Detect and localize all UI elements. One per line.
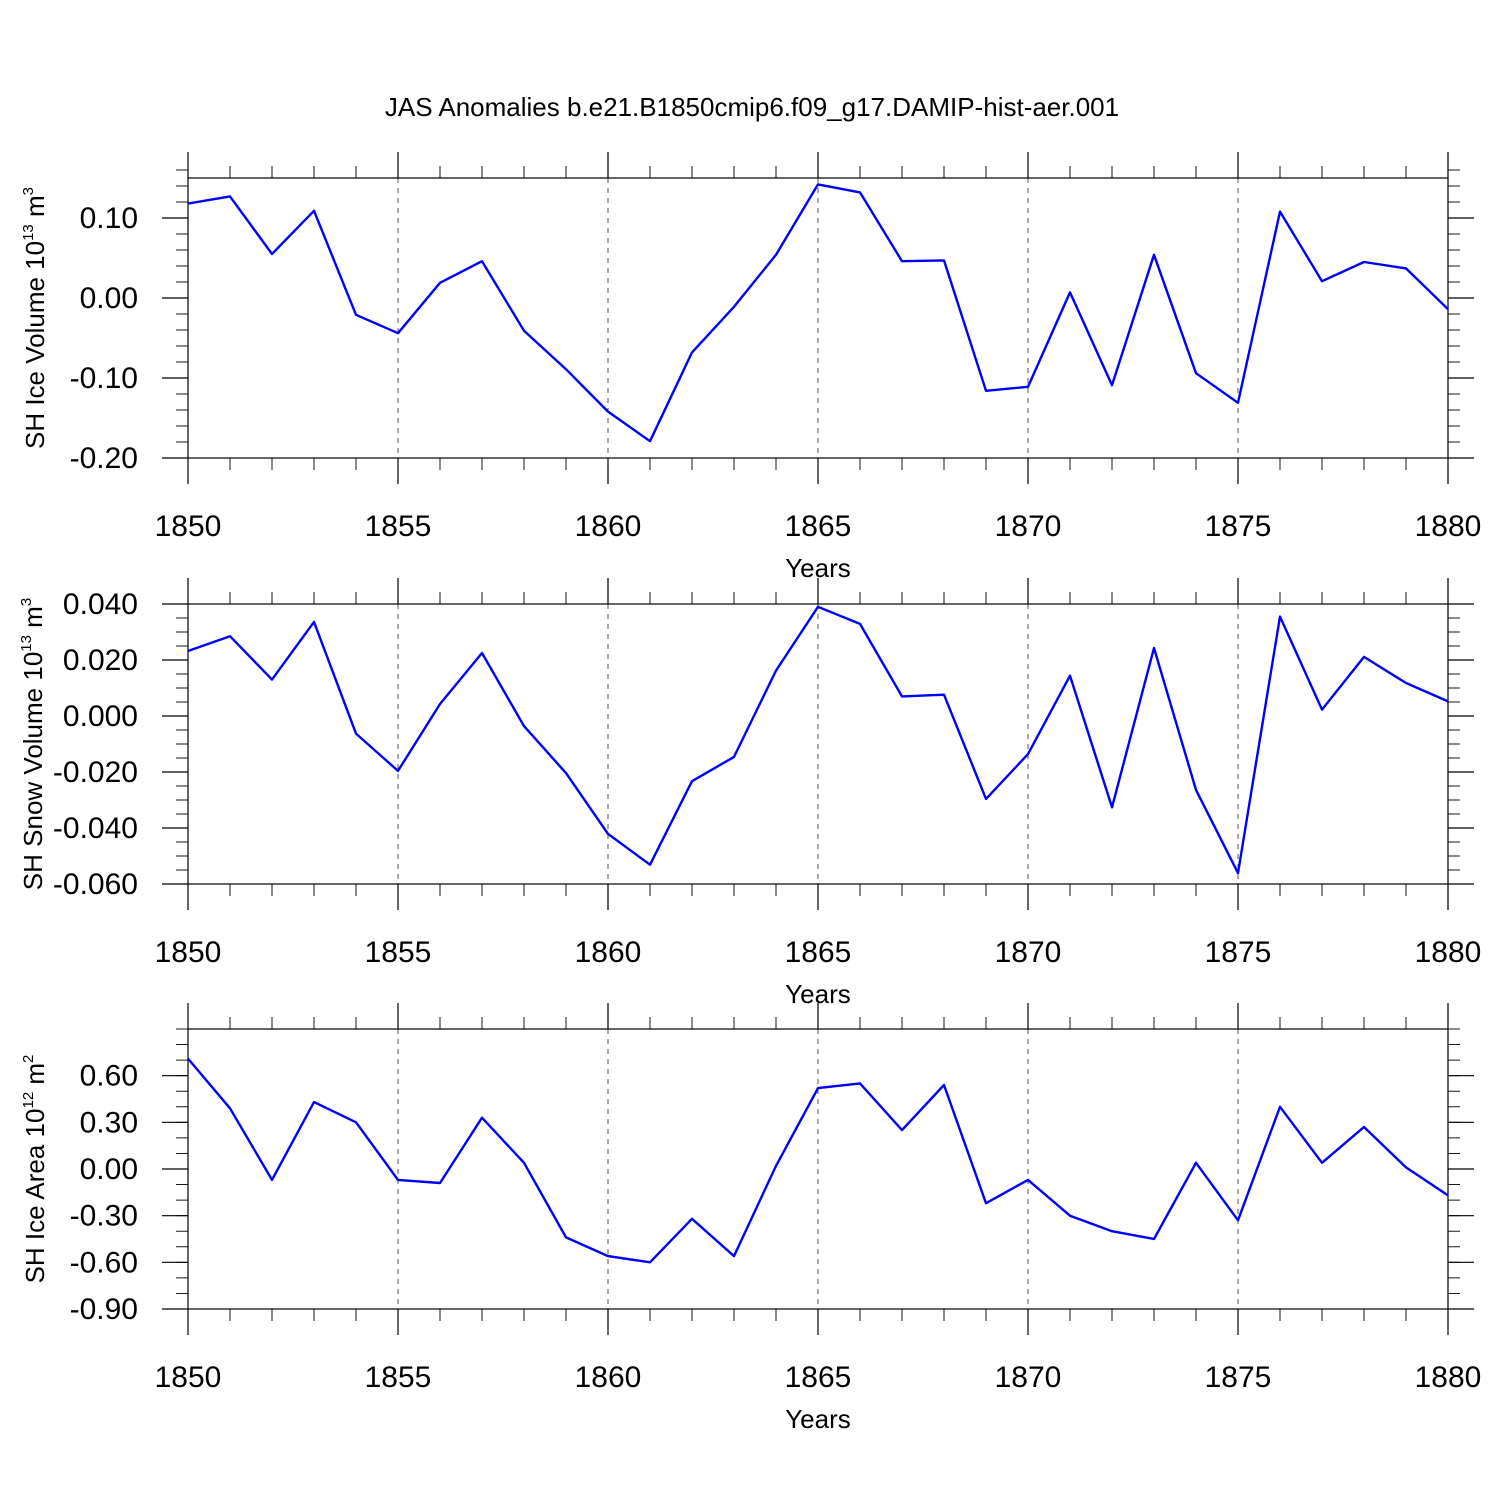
x-tick-label: 1865 bbox=[785, 510, 852, 543]
x-tick-label: 1855 bbox=[365, 936, 432, 969]
y-axis-title-text: SH Ice Volume 10 bbox=[20, 241, 50, 449]
chart-panel-2: -0.060 -0.040 -0.020 0.000 0.020 0.040 1850 185… bbox=[18, 578, 1481, 1009]
y-axis-title-unit: m bbox=[18, 606, 48, 635]
y-tick-label: -0.060 bbox=[53, 868, 138, 901]
y-axis-title-superscript: 13 bbox=[20, 224, 37, 241]
y-tick-label: -0.60 bbox=[70, 1246, 138, 1279]
chart-panel-1: -0.20 -0.10 0.00 0.10 1850 1855 1860 1865 1870 18… bbox=[20, 152, 1481, 583]
x-tick-label: 1875 bbox=[1205, 510, 1272, 543]
y-axis-title-superscript: 12 bbox=[20, 1092, 37, 1109]
y-axis-title-text: SH Ice Area 10 bbox=[20, 1109, 50, 1284]
y-tick-label: 0.10 bbox=[80, 202, 138, 235]
y-axis-title: SH Ice Volume 1013 m3 bbox=[20, 187, 50, 449]
chart-title: JAS Anomalies b.e21.B1850cmip6.f09_g17.D… bbox=[385, 92, 1119, 122]
x-tick-label: 1875 bbox=[1205, 936, 1272, 969]
y-axis-title-text: SH Snow Volume 10 bbox=[18, 652, 48, 890]
series-line-1 bbox=[187, 605, 1449, 875]
x-tick-label: 1865 bbox=[785, 936, 852, 969]
y-tick-label: -0.20 bbox=[70, 442, 138, 475]
y-tick-label: 0.020 bbox=[63, 644, 138, 677]
x-tick-label: 1850 bbox=[155, 936, 222, 969]
series-line-1 bbox=[187, 1057, 1449, 1264]
x-tick-label: 1870 bbox=[995, 936, 1062, 969]
y-tick-label: -0.30 bbox=[70, 1200, 138, 1233]
x-tick-label: 1870 bbox=[995, 1361, 1062, 1394]
y-axis-title-superscript: 13 bbox=[18, 635, 35, 652]
x-tick-label: 1865 bbox=[785, 1361, 852, 1394]
y-tick-label: -0.020 bbox=[53, 756, 138, 789]
x-tick-label: 1880 bbox=[1415, 510, 1482, 543]
x-tick-label: 1860 bbox=[575, 510, 642, 543]
y-tick-label: -0.10 bbox=[70, 362, 138, 395]
y-axis-title-superscript: 2 bbox=[20, 1055, 37, 1063]
x-tick-label: 1880 bbox=[1415, 1361, 1482, 1394]
y-axis-title-superscript: 3 bbox=[18, 598, 35, 606]
y-axis-title: SH Ice Area 1012 m2 bbox=[20, 1055, 50, 1284]
y-tick-label: 0.60 bbox=[80, 1060, 138, 1093]
y-tick-label: 0.040 bbox=[63, 588, 138, 621]
x-tick-label: 1850 bbox=[155, 510, 222, 543]
y-axis-title-unit: m bbox=[20, 195, 50, 224]
chart-panel-3: -0.90 -0.60 -0.30 0.00 0.30 0.60 1850 1855 1860 1… bbox=[20, 1003, 1481, 1434]
y-tick-label: 0.000 bbox=[63, 700, 138, 733]
y-tick-label: -0.90 bbox=[70, 1293, 138, 1326]
y-tick-label: 0.00 bbox=[80, 1153, 138, 1186]
series-line-1 bbox=[187, 183, 1449, 443]
y-tick-label: -0.040 bbox=[53, 812, 138, 845]
y-axis-title-superscript: 3 bbox=[20, 187, 37, 195]
x-axis-title: Years bbox=[785, 1404, 851, 1434]
plot-panels: -0.20 -0.10 0.00 0.10 1850 1855 1860 1865 1870 18… bbox=[18, 152, 1481, 1434]
x-tick-label: 1850 bbox=[155, 1361, 222, 1394]
x-tick-label: 1855 bbox=[365, 1361, 432, 1394]
x-tick-label: 1870 bbox=[995, 510, 1062, 543]
y-axis-title-unit: m bbox=[20, 1063, 50, 1092]
x-tick-label: 1860 bbox=[575, 1361, 642, 1394]
y-tick-label: 0.00 bbox=[80, 282, 138, 315]
y-tick-label: 0.30 bbox=[80, 1106, 138, 1139]
x-tick-label: 1880 bbox=[1415, 936, 1482, 969]
x-tick-label: 1875 bbox=[1205, 1361, 1272, 1394]
x-tick-label: 1860 bbox=[575, 936, 642, 969]
x-tick-label: 1855 bbox=[365, 510, 432, 543]
y-axis-title: SH Snow Volume 1013 m3 bbox=[18, 598, 48, 890]
